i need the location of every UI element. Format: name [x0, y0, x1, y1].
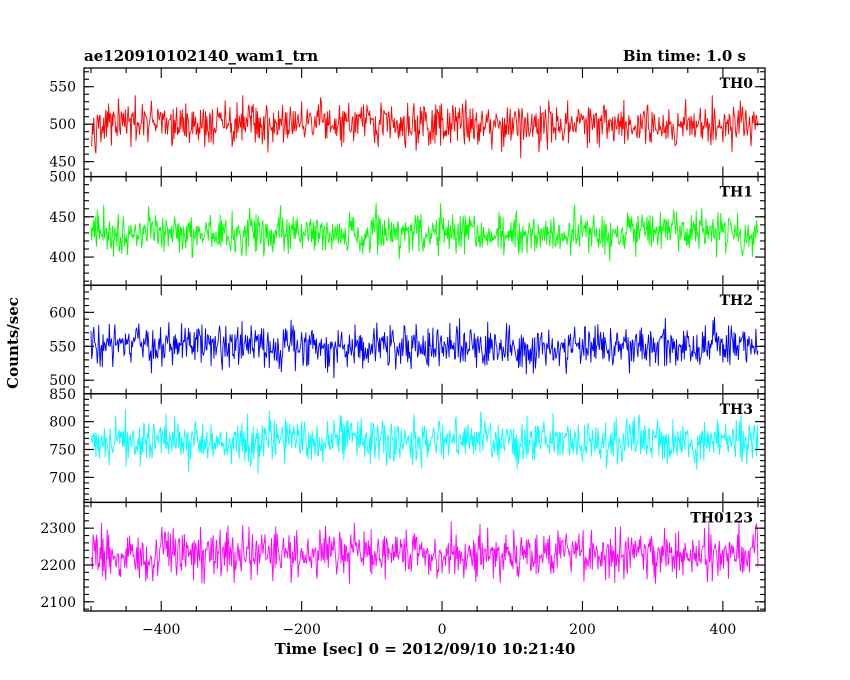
y-tick-label: 2200	[40, 558, 76, 574]
series-line-th0123	[90, 521, 759, 585]
series-label-th3: TH3	[720, 402, 753, 418]
series-line-th2	[90, 316, 759, 379]
x-tick-label: −200	[282, 622, 320, 638]
series-line-th3	[90, 409, 759, 474]
x-axis-label: Time [sec] 0 = 2012/09/10 10:21:40	[275, 640, 576, 658]
bin-time-label: Bin time: 1.0 s	[623, 47, 746, 65]
y-tick-label: 400	[49, 250, 76, 266]
y-tick-label: 550	[49, 339, 76, 355]
panel-th3: 700 750 800 850 TH3	[49, 387, 766, 504]
y-tick-label: 2100	[40, 595, 76, 611]
y-tick-label: 700	[49, 470, 76, 486]
panel-th2: 500 550 600 TH2	[49, 284, 766, 395]
y-tick-label: 450	[49, 155, 76, 171]
x-axis: −400 −200 0 200 400	[142, 622, 736, 638]
x-tick-label: 200	[569, 622, 596, 638]
panel-frame	[83, 284, 766, 395]
y-tick-label: 500	[49, 117, 76, 133]
y-tick-label: 450	[49, 210, 76, 226]
x-tick-label: 400	[710, 622, 737, 638]
series-label-th0: TH0	[720, 76, 754, 92]
chart-title: ae120910102140_wam1_trn	[84, 47, 318, 65]
panel-frame	[83, 501, 766, 612]
y-tick-label: 750	[49, 442, 76, 458]
series-label-th0123: TH0123	[690, 510, 753, 526]
series-line-th0	[90, 95, 759, 158]
x-tick-label: −400	[142, 622, 180, 638]
y-axis-label: Counts/sec	[4, 297, 22, 389]
y-tick-label: 850	[49, 387, 76, 403]
panel-th0123: 2100 2200 2300 TH0123	[40, 501, 766, 612]
y-tick-label: 500	[49, 373, 76, 389]
y-tick-label: 550	[49, 80, 76, 96]
series-label-th2: TH2	[720, 293, 753, 309]
x-tick-label: 0	[438, 622, 447, 638]
y-tick-label: 500	[49, 170, 76, 186]
series-label-th1: TH1	[720, 185, 753, 201]
panel-th0: 450 500 550 TH0	[49, 67, 766, 178]
y-tick-label: 2300	[40, 521, 76, 537]
series-line-th1	[90, 202, 759, 262]
y-tick-label: 600	[49, 305, 76, 321]
y-tick-label: 800	[49, 415, 76, 431]
panel-th1: 400 450 500 TH1	[49, 170, 766, 286]
